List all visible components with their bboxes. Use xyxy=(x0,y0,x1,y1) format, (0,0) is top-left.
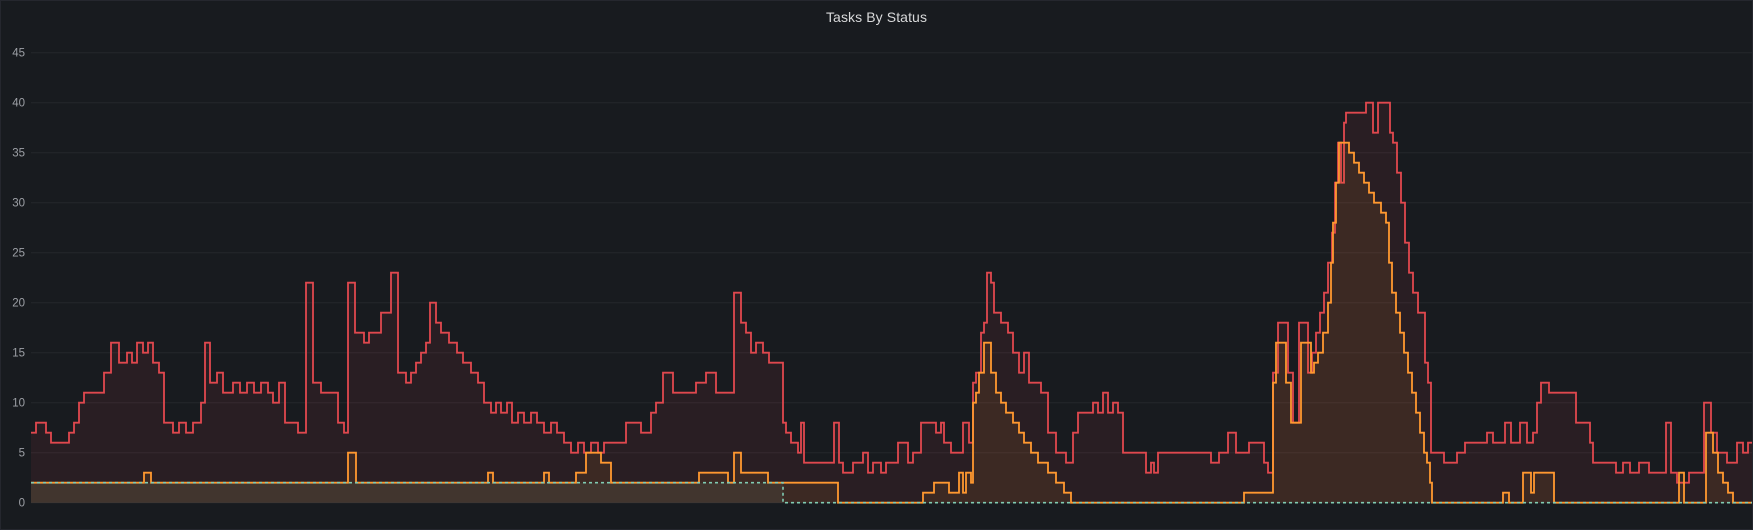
y-axis-tick-35: 35 xyxy=(12,148,25,160)
y-axis-tick-5: 5 xyxy=(19,448,25,460)
series-orange-status-fill xyxy=(31,142,1752,503)
series-orange-status-line[interactable] xyxy=(31,141,1752,504)
y-axis-tick-30: 30 xyxy=(12,198,25,210)
y-axis-tick-0: 0 xyxy=(19,498,25,510)
y-axis-tick-40: 40 xyxy=(12,98,25,110)
y-axis-tick-15: 15 xyxy=(12,348,25,360)
series-teal-status-line[interactable] xyxy=(31,481,1752,504)
y-axis-tick-45: 45 xyxy=(12,48,25,60)
series-teal-status-fill xyxy=(31,482,1752,503)
series-red-status-fill xyxy=(31,102,1752,503)
y-axis-tick-25: 25 xyxy=(12,248,25,260)
panel-title[interactable]: Tasks By Status xyxy=(825,9,928,25)
series-red-status-line[interactable] xyxy=(31,101,1752,484)
y-axis-tick-20: 20 xyxy=(12,298,25,310)
y-axis-tick-10: 10 xyxy=(12,398,25,410)
